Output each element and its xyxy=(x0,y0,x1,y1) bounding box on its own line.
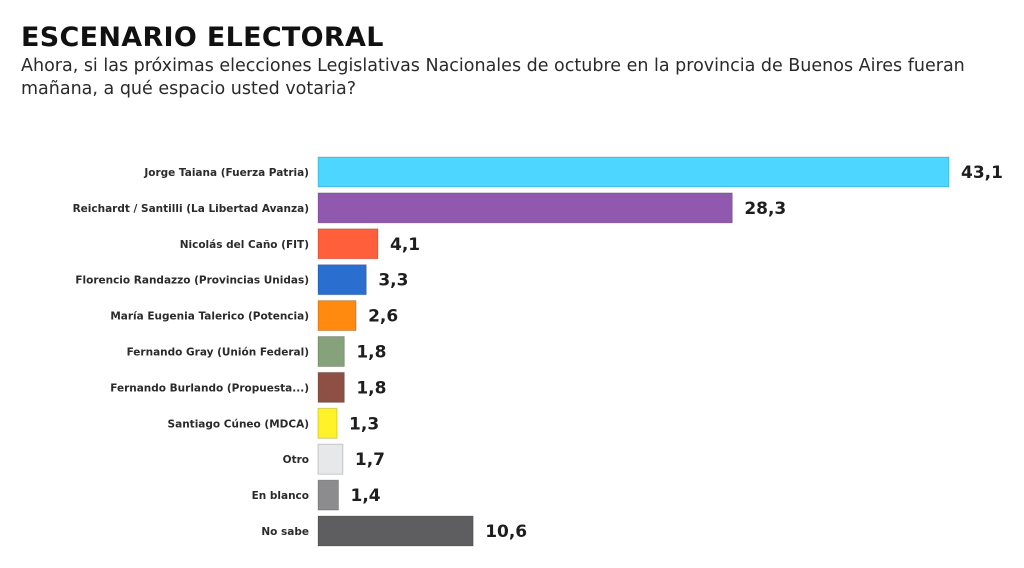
category-label: María Eugenia Talerico (Potencia) xyxy=(110,311,309,323)
bar xyxy=(317,228,379,260)
value-label: 1,8 xyxy=(356,378,386,398)
bar-row: Reichardt / Santilli (La Libertad Avanza… xyxy=(73,192,786,224)
bar xyxy=(317,156,950,188)
bar-row: Florencio Randazzo (Provincias Unidas) 3,… xyxy=(75,264,408,296)
bar xyxy=(317,407,338,439)
value-label: 10,6 xyxy=(485,522,527,542)
bar-row: No sabe 10,6 xyxy=(261,515,527,547)
category-label: En blanco xyxy=(252,490,309,502)
category-label: Nicolás del Caño (FIT) xyxy=(180,239,309,251)
bar xyxy=(317,479,339,511)
chart-title: ESCENARIO ELECTORAL xyxy=(21,22,384,53)
bar-row: Otro 1,7 xyxy=(283,443,385,475)
bar-row: Fernando Gray (Unión Federal) 1,8 xyxy=(127,336,386,367)
bar xyxy=(317,300,357,332)
bar-row: En blanco 1,4 xyxy=(252,479,381,511)
value-label: 3,3 xyxy=(378,271,408,291)
bar-row: Santiago Cúneo (MDCA) 1,3 xyxy=(168,407,379,439)
value-label: 1,8 xyxy=(356,343,386,363)
value-label: 4,1 xyxy=(390,235,420,255)
category-label: Santiago Cúneo (MDCA) xyxy=(168,418,309,430)
value-label: 2,6 xyxy=(368,307,398,327)
value-label: 43,1 xyxy=(961,163,1003,183)
bar-row: Nicolás del Caño (FIT) 4,1 xyxy=(180,228,420,260)
bar xyxy=(317,336,345,367)
category-label: Reichardt / Santilli (La Libertad Avanza… xyxy=(73,203,309,215)
bar xyxy=(317,264,367,296)
chart-subtitle: Ahora, si las próximas elecciones Legisl… xyxy=(21,56,965,99)
value-label: 1,4 xyxy=(350,486,380,506)
category-label: Florencio Randazzo (Provincias Unidas) xyxy=(75,275,309,287)
category-label: Fernando Burlando (Propuesta...) xyxy=(110,382,309,394)
value-label: 1,3 xyxy=(349,414,379,434)
category-label: Fernando Gray (Unión Federal) xyxy=(127,347,309,359)
bar xyxy=(317,443,344,475)
category-label: Jorge Taiana (Fuerza Patria) xyxy=(143,167,309,179)
category-label: Otro xyxy=(283,454,309,466)
bar xyxy=(317,192,733,224)
category-label: No sabe xyxy=(261,526,309,538)
bar-row: Fernando Burlando (Propuesta...) 1,8 xyxy=(110,371,386,403)
bar-row: Jorge Taiana (Fuerza Patria) 43,1 xyxy=(143,156,1003,188)
bar xyxy=(317,515,474,547)
value-label: 1,7 xyxy=(355,450,385,470)
bar xyxy=(317,371,345,403)
bar-row: María Eugenia Talerico (Potencia) 2,6 xyxy=(110,300,398,332)
value-label: 28,3 xyxy=(744,199,786,219)
